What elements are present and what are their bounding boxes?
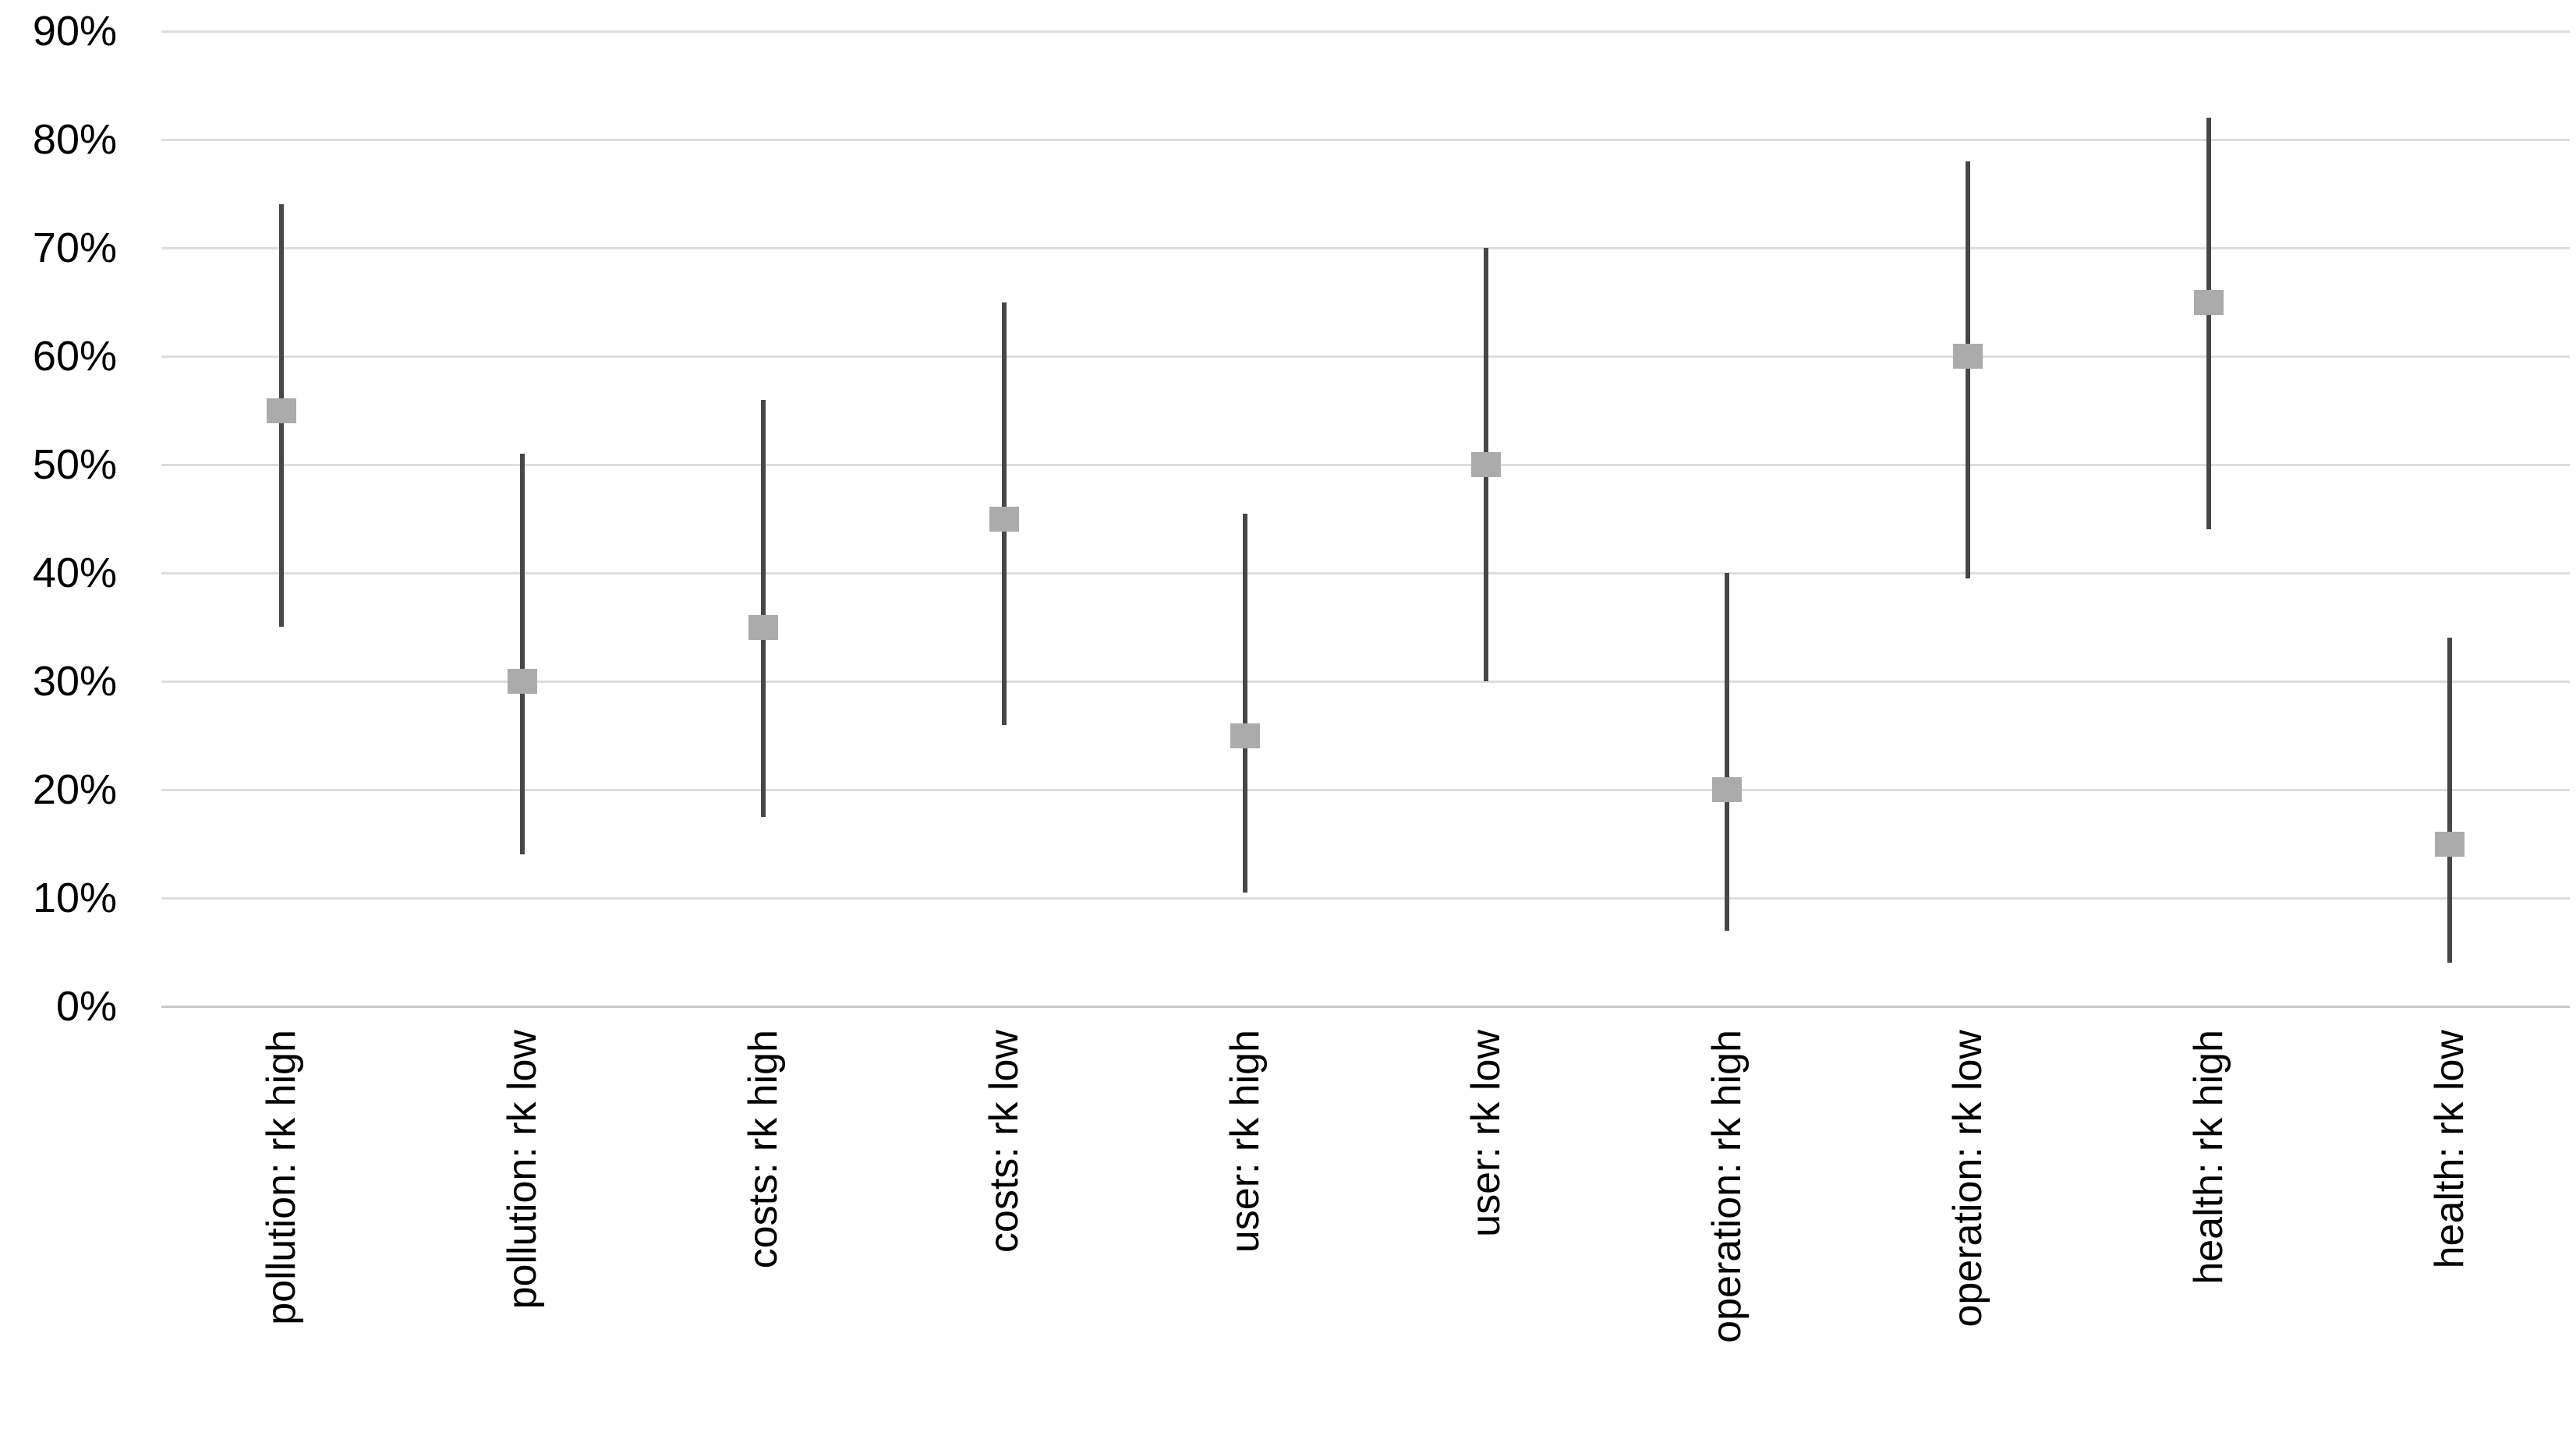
x-category-label: costs: rk low [982, 1030, 1028, 1253]
gridline [161, 464, 2570, 466]
data-point-marker [2193, 289, 2224, 315]
y-tick-label: 60% [32, 333, 117, 380]
x-category-label: user: rk low [1463, 1030, 1509, 1237]
x-category-label: costs: rk high [741, 1030, 787, 1269]
data-point-marker [267, 398, 297, 423]
data-point-marker [748, 614, 779, 640]
data-point-marker [508, 669, 538, 694]
y-tick-label: 70% [32, 225, 117, 271]
y-tick-label: 40% [32, 550, 117, 596]
y-tick-label: 30% [32, 658, 117, 705]
x-category-label: health: rk low [2426, 1030, 2472, 1269]
x-category-label: operation: rk low [1944, 1030, 1990, 1328]
error-bar [520, 454, 525, 855]
gridline [161, 355, 2570, 358]
x-category-label: pollution: rk high [259, 1030, 305, 1325]
gridline [161, 681, 2570, 683]
gridline [161, 139, 2570, 141]
y-tick-label: 50% [32, 441, 117, 488]
y-tick-label: 0% [55, 983, 117, 1030]
gridline [161, 572, 2570, 575]
error-bar [761, 399, 766, 817]
x-category-label: pollution: rk low [500, 1030, 546, 1310]
data-point-marker [1230, 723, 1261, 748]
error-bar [1965, 161, 1970, 578]
y-tick-label: 90% [32, 8, 117, 55]
data-point-marker [1952, 344, 1983, 369]
data-point-marker [1711, 777, 1742, 802]
error-bar [1243, 513, 1248, 893]
y-tick-label: 10% [32, 875, 117, 921]
data-point-marker [2434, 831, 2465, 857]
gridline [161, 789, 2570, 791]
data-point-marker [1470, 452, 1501, 477]
gridline [161, 30, 2570, 33]
x-category-label: health: rk high [2185, 1030, 2231, 1285]
gridline [161, 897, 2570, 900]
x-category-label: operation: rk high [1704, 1030, 1750, 1343]
y-tick-label: 20% [32, 766, 117, 813]
error-bar [2447, 638, 2452, 963]
x-category-label: user: rk high [1223, 1030, 1269, 1253]
gridline [161, 247, 2570, 249]
x-axis-line [161, 1006, 2570, 1008]
y-tick-label: 80% [32, 116, 117, 163]
data-point-marker [989, 506, 1020, 532]
error-bar [2206, 118, 2211, 530]
error-bar [1724, 573, 1729, 931]
